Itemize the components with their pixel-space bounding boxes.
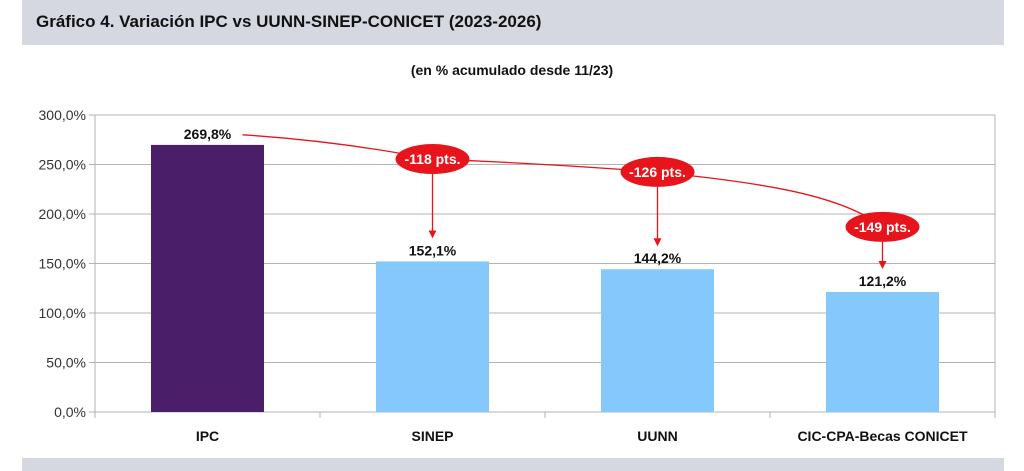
annotation-label: -118 pts. — [404, 151, 460, 167]
category-label: UUNN — [637, 428, 677, 444]
y-tick-label: 250,0% — [39, 157, 86, 173]
data-label: 152,1% — [409, 242, 457, 258]
category-labels: IPC SINEP UUNN CIC-CPA-Becas CONICET — [196, 428, 968, 444]
chart-subtitle: (en % acumulado desde 11/23) — [410, 62, 614, 78]
footer-bar — [22, 458, 1004, 471]
annotation-callout — [620, 156, 695, 187]
y-tick-label: 100,0% — [39, 305, 86, 321]
y-tick-label: 50,0% — [46, 355, 86, 371]
data-label: 121,2% — [859, 273, 907, 289]
data-label: 144,2% — [634, 250, 682, 266]
annotation-callout — [395, 144, 470, 175]
y-tick-label: 200,0% — [39, 206, 86, 222]
bar-uunn — [601, 269, 714, 412]
annotation-label: -126 pts. — [629, 164, 686, 180]
y-tick-label: 300,0% — [39, 107, 86, 123]
bars — [151, 144, 939, 412]
annotations: -118 pts. -126 pts. -149 pts. — [242, 134, 920, 270]
data-label: 269,8% — [184, 126, 232, 142]
annotation-label: -149 pts. — [854, 219, 911, 235]
category-label: IPC — [196, 428, 219, 444]
category-label: SINEP — [411, 428, 453, 444]
data-labels: 269,8% 152,1% 144,2% 121,2% — [184, 126, 907, 289]
title-bar: Gráfico 4. Variación IPC vs UUNN-SINEP-C… — [22, 0, 1004, 45]
bar-cic-cpa-becas-conicet — [826, 292, 939, 412]
bar-sinep — [376, 261, 489, 412]
annotation-callout — [845, 211, 920, 242]
y-axis-ticks: 0,0% 50,0% 100,0% 150,0% 200,0% 250,0% 300,0% — [39, 107, 95, 420]
chart-title: Gráfico 4. Variación IPC vs UUNN-SINEP-C… — [36, 12, 542, 31]
bar-ipc — [151, 144, 264, 412]
y-tick-label: 150,0% — [39, 256, 86, 272]
trend-curve — [242, 134, 883, 228]
category-label: CIC-CPA-Becas CONICET — [797, 428, 968, 444]
y-tick-label: 0,0% — [54, 404, 86, 420]
